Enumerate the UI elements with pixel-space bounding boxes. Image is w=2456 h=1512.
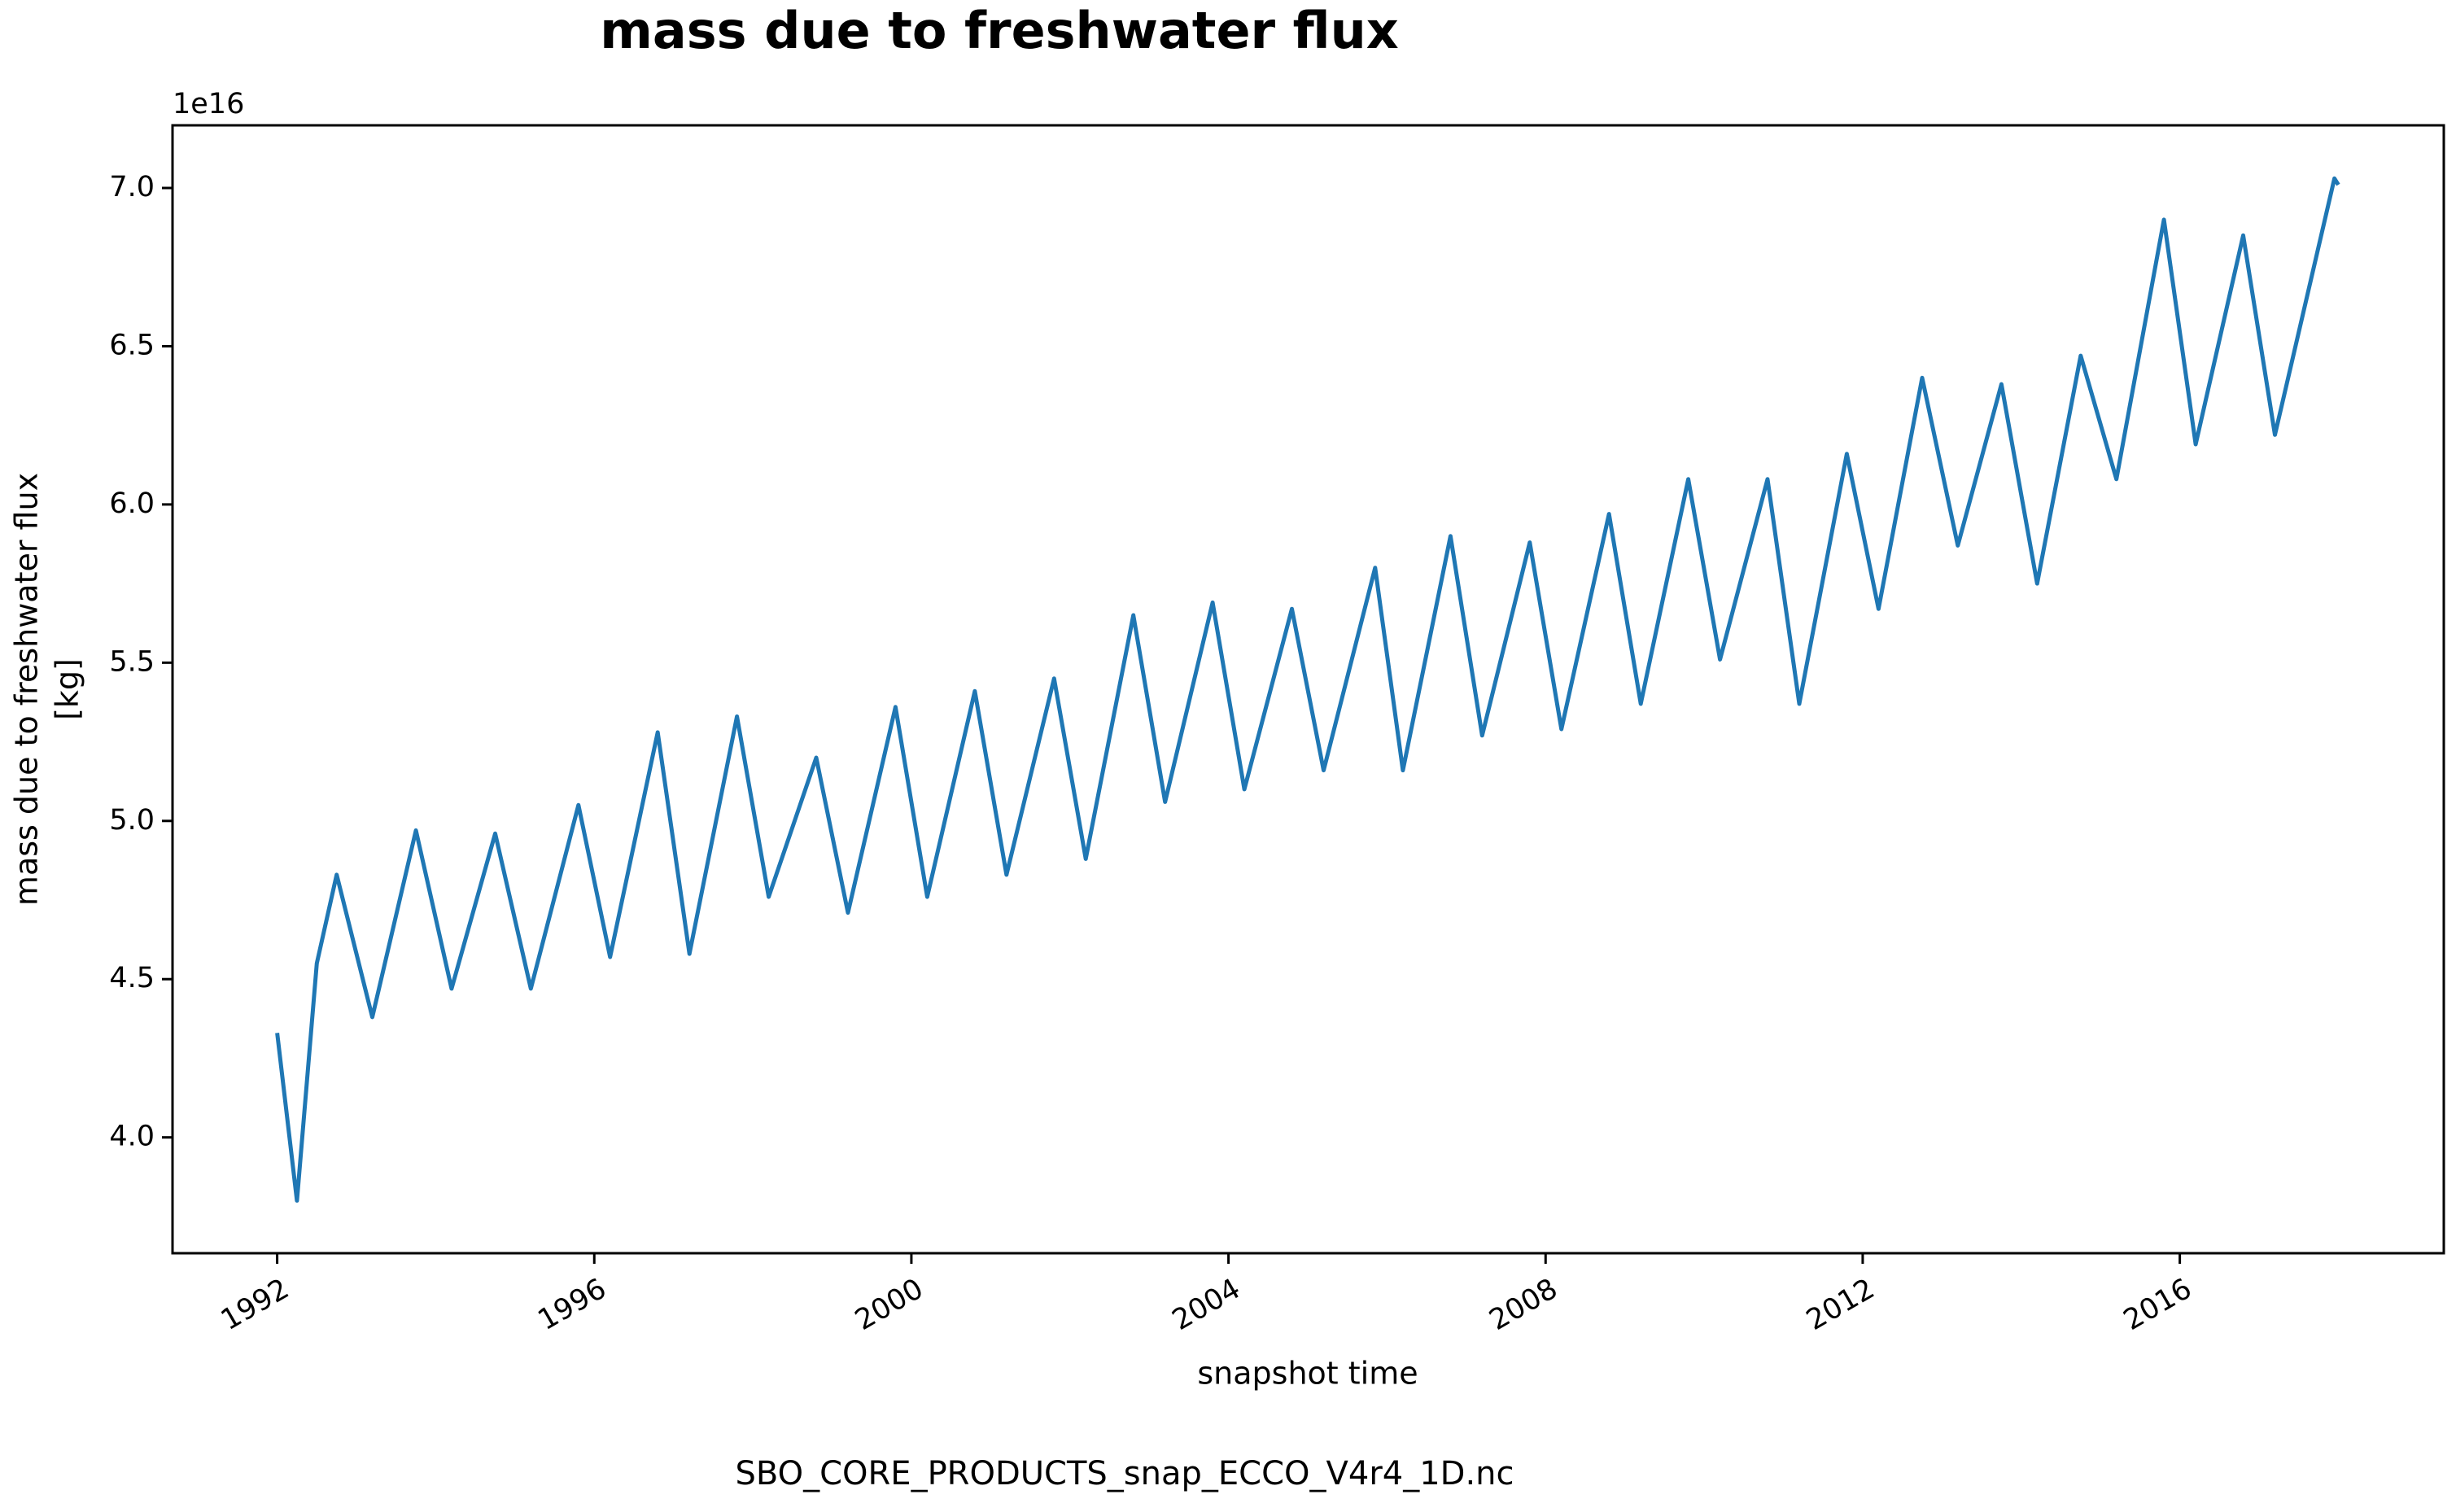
x-tick-label: 2004 (1167, 1273, 1246, 1337)
x-tick-label: 1996 (533, 1273, 612, 1337)
y-tick-label: 5.0 (109, 804, 155, 837)
axes-frame (171, 124, 2445, 1255)
offset-text: 1e16 (173, 88, 244, 120)
y-tick-label: 6.5 (109, 329, 155, 361)
x-tick-label: 1992 (216, 1273, 295, 1337)
footer: SBO_CORE_PRODUCTS_snap_ECCO_V4r4_1D.nc (735, 1455, 1514, 1492)
x-tick-label: 2000 (850, 1273, 929, 1337)
y-tick-label: 7.0 (109, 171, 155, 203)
x-axis-label: snapshot time (1197, 1356, 1418, 1392)
x-tick-label: 2012 (1801, 1273, 1880, 1337)
y-tick-label: 4.5 (109, 962, 155, 994)
y-tick-label: 4.0 (109, 1121, 155, 1153)
x-tick-label: 2008 (1484, 1273, 1563, 1337)
chart-title: mass due to freshwater flux (600, 1, 1399, 60)
x-tick-label: 2016 (2118, 1273, 2197, 1337)
y-axis-label: [kg] (50, 658, 85, 720)
y-tick-label: 6.0 (109, 487, 155, 520)
y-axis-label: mass due to freshwater flux (9, 473, 45, 906)
data-line (275, 176, 2340, 1203)
y-tick-label: 5.5 (109, 645, 155, 678)
